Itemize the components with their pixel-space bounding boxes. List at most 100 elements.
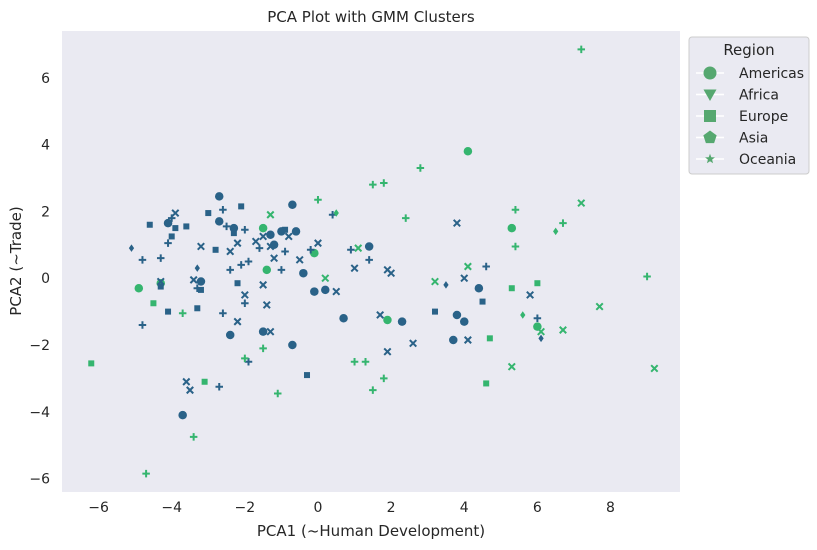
legend-label: Oceania (739, 152, 796, 168)
data-point (282, 226, 289, 233)
legend-marker-americas (703, 66, 717, 80)
data-point (237, 261, 245, 269)
data-point (156, 254, 165, 262)
data-point (483, 380, 490, 387)
data-point (234, 280, 241, 287)
data-point (431, 277, 439, 286)
data-point (452, 310, 462, 320)
legend-label: Asia (739, 131, 768, 147)
data-point (288, 200, 297, 209)
data-point (321, 285, 330, 295)
data-point (172, 225, 179, 232)
data-point (219, 309, 227, 318)
legend-entry-africa: Africa (696, 88, 779, 104)
x-tick-label: 8 (606, 500, 615, 516)
legend-marker-europe (704, 110, 716, 122)
data-point (401, 214, 410, 222)
data-point (266, 230, 275, 240)
data-point (310, 248, 319, 258)
data-point (463, 147, 473, 156)
data-point (277, 266, 286, 274)
data-point (241, 226, 249, 234)
data-point (304, 372, 311, 379)
legend-label: Americas (739, 66, 804, 82)
data-point (534, 280, 541, 287)
data-point (321, 274, 330, 283)
data-point (486, 335, 493, 342)
data-point (157, 283, 164, 290)
data-point (233, 239, 242, 248)
data-point (314, 239, 322, 248)
data-point (463, 262, 472, 271)
data-point (196, 277, 206, 286)
data-point (274, 389, 282, 398)
data-point (350, 357, 359, 366)
legend-marker-africa (703, 89, 717, 101)
data-point (266, 242, 275, 251)
plot-area (62, 31, 680, 492)
data-point (416, 164, 425, 172)
data-point (178, 410, 187, 420)
data-point (533, 314, 542, 323)
data-point (215, 383, 223, 391)
x-tick-label: 6 (533, 500, 542, 516)
data-point (266, 210, 275, 219)
data-point (595, 302, 604, 311)
data-point (225, 330, 235, 340)
data-point (219, 205, 227, 214)
data-point (164, 239, 172, 247)
data-point (226, 247, 235, 256)
data-point (397, 317, 407, 326)
data-point (138, 321, 147, 329)
y-tick-label: −6 (29, 472, 50, 488)
data-point (178, 309, 187, 318)
legend-label: Africa (739, 88, 779, 104)
data-point (255, 244, 264, 252)
y-tick-label: 6 (41, 71, 50, 87)
data-point (142, 469, 150, 478)
chart-title: PCA Plot with GMM Clusters (267, 8, 475, 26)
data-point (306, 246, 315, 254)
data-point (431, 308, 438, 315)
data-point (197, 242, 205, 251)
data-point (347, 246, 355, 254)
legend-box (688, 36, 810, 175)
data-point (507, 362, 516, 371)
data-point (201, 378, 208, 385)
data-point (526, 290, 535, 299)
axis-ticks: −6 −4 −2 0 2 4 6 8 −6 −4 −2 0 2 4 6 (29, 71, 615, 516)
data-point (332, 287, 341, 296)
data-point (238, 203, 245, 210)
data-point (291, 227, 301, 236)
legend-entry-americas: Americas (696, 66, 804, 82)
data-point (511, 242, 520, 251)
y-axis-label: PCA2 (~Trade) (7, 206, 25, 315)
data-point (168, 233, 175, 240)
data-point (460, 274, 469, 283)
data-point (281, 247, 289, 256)
data-point (520, 311, 526, 319)
data-point (241, 299, 249, 308)
data-point (233, 317, 242, 326)
data-point (259, 344, 267, 353)
x-tick-label: −4 (161, 500, 182, 516)
data-point (244, 257, 253, 266)
data-point (194, 264, 200, 272)
data-point (508, 285, 515, 292)
data-point (146, 221, 153, 228)
data-point (299, 268, 308, 278)
data-point (270, 254, 279, 263)
y-tick-label: 2 (41, 204, 50, 220)
x-axis-label: PCA1 (~Human Development) (257, 522, 485, 540)
data-point (241, 354, 249, 363)
data-point (383, 347, 392, 356)
data-point (258, 223, 268, 233)
scatter-points (88, 45, 659, 478)
data-point (452, 219, 461, 228)
data-point (380, 179, 388, 187)
data-point (259, 280, 268, 289)
data-point (262, 265, 272, 275)
data-point (361, 357, 370, 366)
data-point (194, 305, 201, 312)
data-point (259, 232, 268, 241)
